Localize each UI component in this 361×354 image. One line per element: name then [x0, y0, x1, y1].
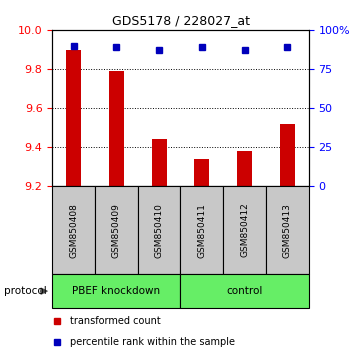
Text: GSM850411: GSM850411 [197, 202, 206, 258]
Bar [52, 186, 95, 274]
Bar [280, 124, 295, 186]
Text: PBEF knockdown: PBEF knockdown [72, 286, 161, 296]
Text: GSM850413: GSM850413 [283, 202, 292, 258]
Text: control: control [226, 286, 263, 296]
Bar [237, 151, 252, 186]
Bar [223, 186, 266, 274]
Bar [66, 50, 81, 186]
Text: GSM850410: GSM850410 [155, 202, 164, 258]
Text: percentile rank within the sample: percentile rank within the sample [70, 337, 235, 348]
Text: transformed count: transformed count [70, 316, 161, 326]
Bar [194, 159, 209, 186]
Bar [180, 186, 223, 274]
Bar [109, 71, 124, 186]
Bar [180, 274, 309, 308]
Text: protocol: protocol [4, 286, 46, 296]
Bar [152, 139, 167, 186]
Text: GSM850409: GSM850409 [112, 202, 121, 258]
Bar [138, 186, 180, 274]
Bar [95, 186, 138, 274]
Bar [266, 186, 309, 274]
Text: GSM850408: GSM850408 [69, 202, 78, 258]
Bar [52, 274, 180, 308]
Text: GSM850412: GSM850412 [240, 203, 249, 257]
Text: GDS5178 / 228027_at: GDS5178 / 228027_at [112, 14, 249, 27]
